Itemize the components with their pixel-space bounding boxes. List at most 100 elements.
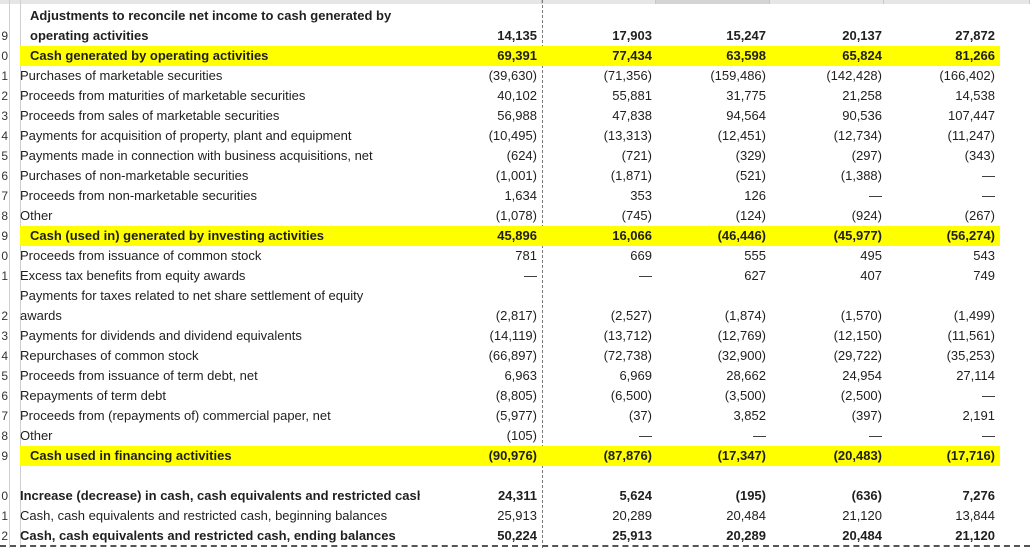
value-cell[interactable]: (1,499) xyxy=(953,308,995,323)
value-cell[interactable]: (2,500) xyxy=(840,388,882,403)
value-cell[interactable]: 3,852 xyxy=(733,408,766,423)
table-row[interactable]: 9 operating activities 14,135 17,903 15,247 2… xyxy=(0,26,1030,46)
row-label-cell[interactable]: Repayments of term debt xyxy=(20,388,166,403)
value-cell[interactable] xyxy=(437,466,537,486)
table-row[interactable]: 4 Repurchases of common stock (66,897) (72,… xyxy=(0,346,1030,366)
row-number[interactable] xyxy=(0,6,8,26)
row-label-cell[interactable]: Adjustments to reconcile net income to c… xyxy=(30,8,392,23)
value-cell[interactable]: — xyxy=(639,428,652,443)
value-cell[interactable]: (343) xyxy=(964,148,995,163)
row-number[interactable]: 2 xyxy=(1,529,8,543)
row-number[interactable]: 1 xyxy=(1,69,8,83)
value-cell[interactable]: 45,896 xyxy=(497,228,537,243)
value-cell[interactable]: (195) xyxy=(735,488,766,503)
value-cell[interactable]: 13,844 xyxy=(955,508,995,523)
value-cell[interactable]: (6,500) xyxy=(610,388,652,403)
table-row[interactable]: 3 Proceeds from sales of marketable secur… xyxy=(0,106,1030,126)
value-cell[interactable]: 407 xyxy=(860,268,882,283)
value-cell[interactable]: (521) xyxy=(735,168,766,183)
value-cell[interactable]: — xyxy=(524,268,537,283)
table-row[interactable]: 4 Payments for acquisition of property, p… xyxy=(0,126,1030,146)
value-cell[interactable]: 50,224 xyxy=(497,528,537,543)
value-cell[interactable]: 543 xyxy=(973,248,995,263)
value-cell[interactable]: 669 xyxy=(630,248,652,263)
value-cell[interactable]: 749 xyxy=(973,268,995,283)
value-cell[interactable]: — xyxy=(982,428,995,443)
value-cell[interactable]: (142,428) xyxy=(826,68,882,83)
value-cell[interactable]: 17,903 xyxy=(612,28,652,43)
value-cell[interactable] xyxy=(894,466,995,486)
value-cell[interactable]: — xyxy=(982,388,995,403)
table-row[interactable]: 6 Repayments of term debt (8,805) (6,500) (3… xyxy=(0,386,1030,406)
value-cell[interactable]: (2,817) xyxy=(495,308,537,323)
table-row[interactable]: Adjustments to reconcile net income to c… xyxy=(0,6,1030,26)
value-cell[interactable]: — xyxy=(753,428,766,443)
row-label-cell[interactable]: Repurchases of common stock xyxy=(20,348,199,363)
row-number[interactable]: 0 xyxy=(1,49,8,63)
value-cell[interactable]: 15,247 xyxy=(726,28,766,43)
value-cell[interactable] xyxy=(437,6,537,26)
value-cell[interactable]: 81,266 xyxy=(955,48,995,63)
value-cell[interactable]: (20,483) xyxy=(833,448,882,463)
table-row[interactable] xyxy=(0,466,1030,486)
value-cell[interactable]: (12,769) xyxy=(717,328,766,343)
value-cell[interactable]: (5,977) xyxy=(495,408,537,423)
value-cell[interactable]: 781 xyxy=(515,248,537,263)
value-cell[interactable]: 25,913 xyxy=(497,508,537,523)
row-label-cell[interactable]: Purchases of marketable securities xyxy=(20,68,223,83)
value-cell[interactable]: 5,624 xyxy=(619,488,652,503)
table-row[interactable]: 7 Proceeds from non-marketable securities… xyxy=(0,186,1030,206)
value-cell[interactable]: (29,722) xyxy=(833,348,882,363)
row-label-cell[interactable]: Purchases of non-marketable securities xyxy=(20,168,249,183)
value-cell[interactable]: 14,135 xyxy=(497,28,537,43)
value-cell[interactable]: 27,872 xyxy=(955,28,995,43)
value-cell[interactable]: 21,258 xyxy=(842,88,882,103)
value-cell[interactable]: 20,289 xyxy=(726,528,766,543)
row-label-cell[interactable]: Cash (used in) generated by investing ac… xyxy=(30,228,325,243)
value-cell[interactable]: (1,874) xyxy=(724,308,766,323)
table-row[interactable]: 8 Other (1,078) (745) (124) (924) (267) xyxy=(0,206,1030,226)
value-cell[interactable]: (1,388) xyxy=(840,168,882,183)
value-cell[interactable]: (3,500) xyxy=(724,388,766,403)
row-label-cell[interactable]: Payments for taxes related to net share … xyxy=(20,288,364,303)
row-label-cell[interactable]: Cash, cash equivalents and restricted ca… xyxy=(20,528,396,543)
row-number[interactable]: 5 xyxy=(1,369,8,383)
row-number[interactable]: 4 xyxy=(1,349,8,363)
table-row[interactable]: 8 Other (105) — — — — xyxy=(0,426,1030,446)
row-label-cell[interactable]: Excess tax benefits from equity awards xyxy=(20,268,246,283)
value-cell[interactable]: (636) xyxy=(851,488,882,503)
value-cell[interactable]: 55,881 xyxy=(612,88,652,103)
row-number[interactable]: 8 xyxy=(1,209,8,223)
value-cell[interactable] xyxy=(552,286,652,306)
value-cell[interactable]: (71,356) xyxy=(603,68,652,83)
table-row[interactable]: 1 Cash, cash equivalents and restricted c… xyxy=(0,506,1030,526)
row-label-cell[interactable]: Proceeds from non-marketable securities xyxy=(20,188,257,203)
row-label-cell[interactable]: Proceeds from sales of marketable securi… xyxy=(20,108,280,123)
value-cell[interactable]: (10,495) xyxy=(488,128,537,143)
value-cell[interactable]: 27,114 xyxy=(956,368,995,383)
table-row[interactable]: 5 Proceeds from issuance of term debt, ne… xyxy=(0,366,1030,386)
row-number[interactable]: 8 xyxy=(1,429,8,443)
row-number[interactable]: 3 xyxy=(1,109,8,123)
value-cell[interactable]: (39,630) xyxy=(488,68,537,83)
value-cell[interactable]: (12,451) xyxy=(717,128,766,143)
value-cell[interactable]: (924) xyxy=(851,208,882,223)
value-cell[interactable]: 16,066 xyxy=(612,228,652,243)
value-cell[interactable]: 63,598 xyxy=(726,48,766,63)
row-number[interactable]: 9 xyxy=(1,449,8,463)
value-cell[interactable]: 7,276 xyxy=(962,488,995,503)
value-cell[interactable]: (105) xyxy=(506,428,537,443)
value-cell[interactable]: (46,446) xyxy=(717,228,766,243)
row-number[interactable]: 9 xyxy=(1,29,8,43)
value-cell[interactable] xyxy=(552,466,652,486)
table-row[interactable]: 5 Payments made in connection with busine… xyxy=(0,146,1030,166)
value-cell[interactable]: (1,871) xyxy=(610,168,652,183)
table-row[interactable]: 1 Purchases of marketable securities (39,6… xyxy=(0,66,1030,86)
value-cell[interactable]: (297) xyxy=(851,148,882,163)
column-header-cell[interactable] xyxy=(0,0,542,4)
value-cell[interactable]: (159,486) xyxy=(710,68,766,83)
value-cell[interactable]: (13,313) xyxy=(603,128,652,143)
value-cell[interactable]: (66,897) xyxy=(488,348,537,363)
row-number[interactable]: 9 xyxy=(1,229,8,243)
row-label-cell[interactable]: Increase (decrease) in cash, cash equiva… xyxy=(20,488,420,503)
